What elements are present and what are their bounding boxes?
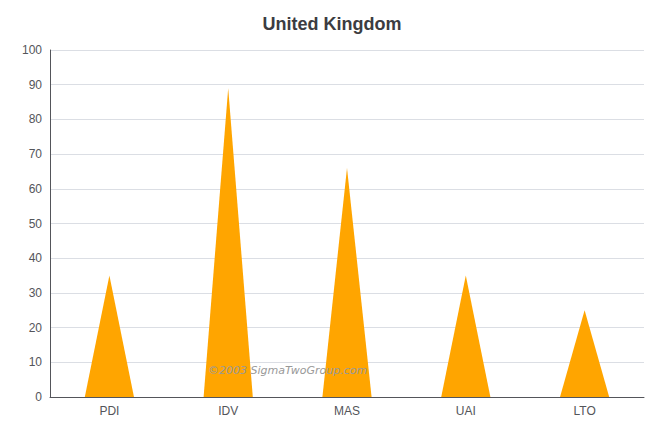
svg-text:10: 10: [29, 355, 43, 369]
svg-text:50: 50: [29, 217, 43, 231]
svg-text:30: 30: [29, 286, 43, 300]
svg-text:100: 100: [22, 43, 42, 57]
svg-text:IDV: IDV: [218, 404, 238, 418]
svg-text:0: 0: [35, 390, 42, 404]
svg-text:60: 60: [29, 182, 43, 196]
svg-text:©2003 SigmaTwoGroup.com: ©2003 SigmaTwoGroup.com: [208, 364, 367, 377]
svg-text:PDI: PDI: [99, 404, 119, 418]
svg-text:20: 20: [29, 321, 43, 335]
svg-text:80: 80: [29, 112, 43, 126]
svg-text:90: 90: [29, 78, 43, 92]
svg-text:70: 70: [29, 147, 43, 161]
svg-text:40: 40: [29, 251, 43, 265]
svg-text:United Kingdom: United Kingdom: [263, 14, 402, 34]
svg-text:UAI: UAI: [456, 404, 476, 418]
svg-text:MAS: MAS: [334, 404, 360, 418]
svg-text:LTO: LTO: [573, 404, 595, 418]
